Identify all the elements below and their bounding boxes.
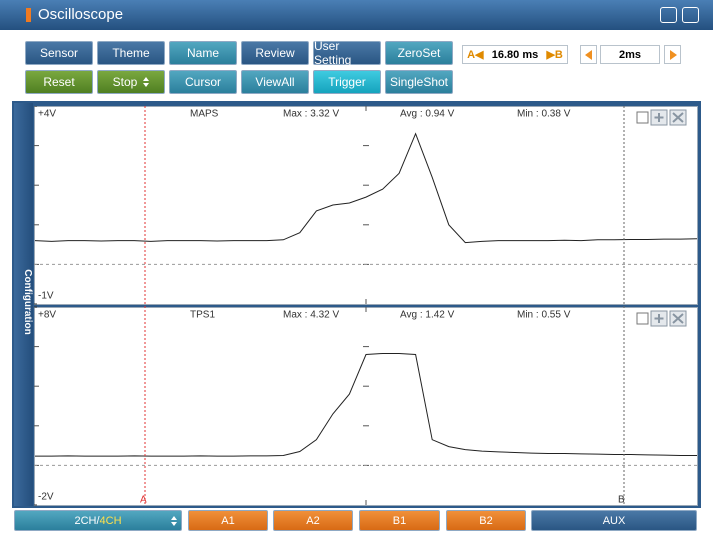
arrow-right (669, 49, 677, 60)
window-icon (26, 8, 31, 22)
time-div: 2ms (600, 45, 660, 64)
toolbar-button[interactable]: User Setting (313, 39, 381, 67)
spinner-icon (143, 77, 150, 87)
toolbar-button[interactable]: Review (241, 41, 309, 65)
plot-area: +4V -1V MAPS Max : 3.32 V Avg : 0.94 V Min : … (34, 106, 698, 506)
restore-icon[interactable] (660, 7, 677, 23)
cursor-span-value: 16.80 ms (491, 48, 539, 61)
toolbar-button[interactable]: Theme (97, 41, 165, 65)
toolbar-button[interactable]: Stop (97, 70, 165, 94)
toolbar-button[interactable]: ZeroSet (385, 41, 453, 65)
arrow-left (584, 49, 592, 60)
channel-avg: Avg : 1.42 V (400, 310, 455, 321)
channel-panel (34, 307, 698, 506)
channel-avg: Avg : 0.94 V (400, 109, 455, 120)
toolbar-button[interactable]: Name (169, 41, 237, 65)
channel-panel (34, 106, 698, 305)
time-div-decrease[interactable] (580, 45, 597, 64)
cursor-a-label: A (140, 495, 147, 506)
cursor-b-label: ▶B (546, 49, 563, 61)
y-tick-label: +4V (38, 109, 56, 120)
footer-button[interactable]: AUX (531, 510, 697, 531)
close-icon (672, 313, 684, 324)
channel-min: Min : 0.55 V (517, 310, 571, 321)
time-div-increase[interactable] (664, 45, 681, 64)
dropdown-arrow (171, 516, 177, 526)
channel-max: Max : 3.32 V (283, 109, 339, 120)
footer-button[interactable]: A2 (273, 510, 353, 531)
toolbar-button[interactable]: Reset (25, 70, 93, 94)
footer-button[interactable]: B2 (446, 510, 526, 531)
toolbar-button[interactable]: ViewAll (241, 70, 309, 94)
window-title: Oscilloscope (38, 6, 124, 23)
channel-name: MAPS (190, 109, 219, 120)
y-tick-label: -2V (38, 492, 54, 503)
waveform (35, 353, 697, 457)
sidebar[interactable]: Configuration (14, 103, 33, 506)
y-tick-label: -1V (38, 291, 54, 302)
channel-mode[interactable]: 2CH/4CH (14, 510, 182, 531)
y-tick-label: +8V (38, 310, 56, 321)
cursor-span: A◀ 16.80 ms ▶B (462, 45, 568, 64)
mode-sep: / (96, 514, 100, 527)
sidebar-label: Configuration (22, 269, 33, 335)
close-icon (672, 112, 684, 123)
channel-name: TPS1 (190, 310, 215, 321)
cursor-b-label: B (618, 495, 625, 506)
channel-checkbox (636, 312, 649, 325)
menu-icon[interactable] (682, 7, 699, 23)
zoom-icon (654, 113, 664, 122)
mode-2ch: 2CH (74, 514, 97, 527)
mode-4ch: 4CH (99, 514, 122, 527)
zoom-icon (654, 314, 664, 323)
channel-max: Max : 4.32 V (283, 310, 339, 321)
footer-button[interactable]: A1 (188, 510, 268, 531)
channel-min: Min : 0.38 V (517, 109, 571, 120)
channel-checkbox (636, 111, 649, 124)
toolbar-button[interactable]: Sensor (25, 41, 93, 65)
cursor-a-label: A◀ (467, 49, 484, 61)
footer-button[interactable]: B1 (359, 510, 440, 531)
toolbar-button[interactable]: SingleShot (385, 70, 453, 94)
toolbar-button[interactable]: Trigger (313, 70, 381, 94)
title-bar: Oscilloscope (0, 0, 713, 30)
waveform (34, 132, 698, 244)
toolbar-button[interactable]: Cursor (169, 70, 237, 94)
